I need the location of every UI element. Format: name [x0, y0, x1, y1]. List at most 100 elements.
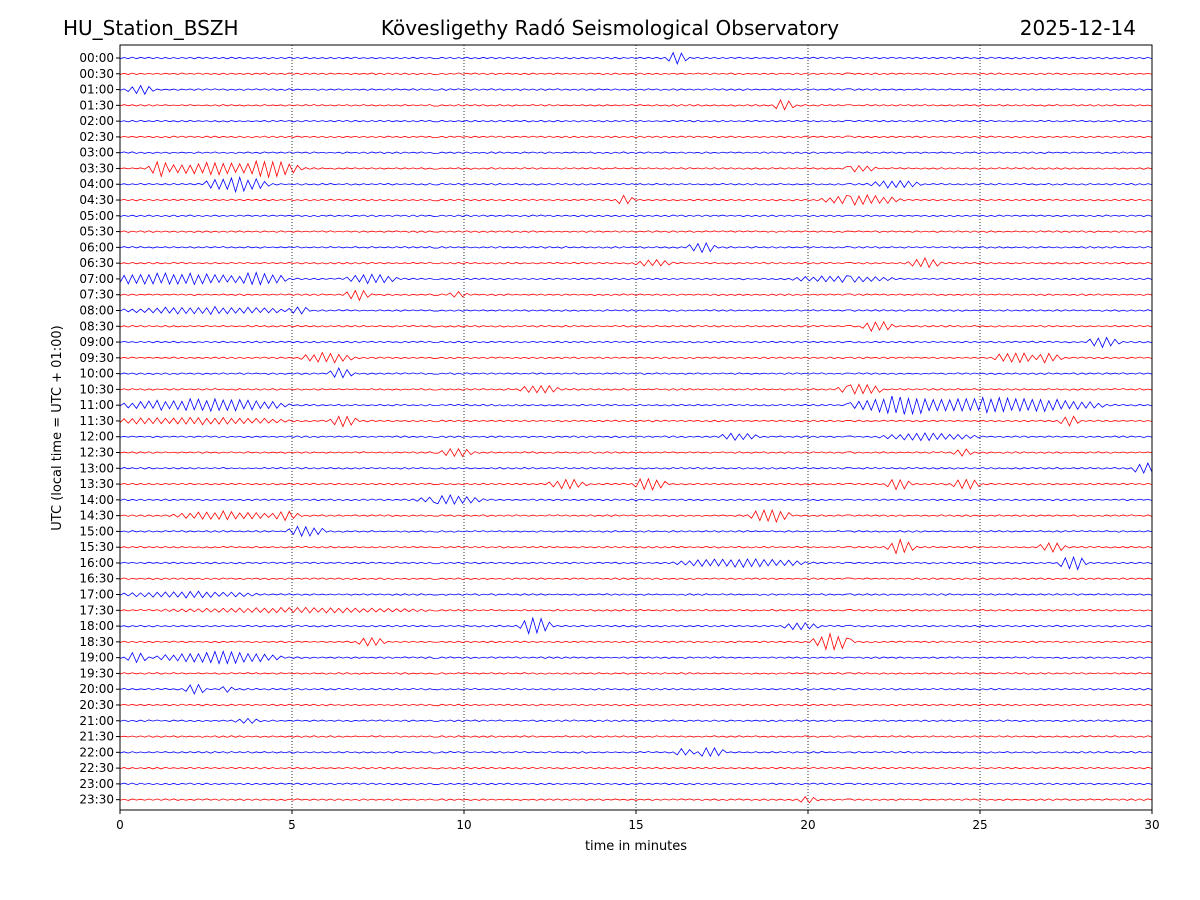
y-tick-label: 05:30	[79, 225, 114, 239]
y-tick-label: 12:00	[79, 430, 114, 444]
y-tick-label: 04:00	[79, 177, 114, 191]
y-tick-label: 07:30	[79, 288, 114, 302]
trace-row-1230	[119, 447, 1153, 458]
trace-row-1130	[119, 415, 1153, 428]
y-tick-label: 22:30	[79, 761, 114, 775]
y-tick-label: 02:00	[79, 114, 114, 128]
trace-row-0700	[119, 271, 1153, 286]
date-label: 2025-12-14	[1020, 16, 1136, 40]
y-tick-label: 12:30	[79, 446, 114, 460]
y-tick-label: 03:00	[79, 146, 114, 160]
trace-row-1030	[119, 383, 1153, 395]
trace-row-2200	[119, 746, 1153, 758]
trace-row-0200	[119, 119, 1153, 123]
seismic-traces	[119, 51, 1153, 804]
x-tick-label: 20	[800, 818, 815, 832]
trace-row-0500	[119, 214, 1153, 218]
x-tick-label: 5	[288, 818, 296, 832]
trace-row-0530	[119, 230, 1153, 233]
trace-row-2330	[119, 795, 1153, 804]
x-tick-label: 10	[456, 818, 471, 832]
trace-row-0400	[119, 175, 1153, 194]
trace-row-0130	[119, 99, 1153, 111]
trace-row-0230	[119, 135, 1153, 139]
y-tick-label: 18:30	[79, 635, 114, 649]
y-tick-label: 08:00	[79, 303, 114, 317]
y-tick-label: 10:00	[79, 367, 114, 381]
y-tick-label: 09:00	[79, 335, 114, 349]
x-tick-label: 15	[628, 818, 643, 832]
trace-row-1700	[119, 590, 1153, 599]
x-axis-label: time in minutes	[585, 839, 687, 854]
y-tick-label: 16:00	[79, 556, 114, 570]
trace-row-1300	[119, 462, 1153, 475]
trace-row-1500	[119, 525, 1153, 538]
trace-row-0900	[119, 336, 1153, 349]
trace-row-1000	[119, 366, 1153, 379]
trace-row-2000	[119, 683, 1153, 695]
y-tick-label: 06:00	[79, 240, 114, 254]
y-tick-label: 15:30	[79, 540, 114, 554]
trace-row-0030	[119, 72, 1153, 76]
trace-row-0930	[119, 351, 1153, 364]
y-axis-label: UTC (local time = UTC + 01:00)	[50, 325, 65, 530]
trace-row-1430	[119, 508, 1153, 524]
y-tick-label: 18:00	[79, 619, 114, 633]
trace-row-1630	[119, 577, 1153, 581]
trace-row-1900	[119, 650, 1153, 665]
trace-row-0800	[119, 305, 1153, 316]
trace-row-2130	[119, 735, 1153, 738]
y-tick-label: 16:30	[79, 572, 114, 586]
y-tick-label: 14:30	[79, 509, 114, 523]
y-tick-label: 13:00	[79, 461, 114, 475]
trace-row-1730	[119, 606, 1153, 614]
y-tick-label: 14:00	[79, 493, 114, 507]
y-tick-label: 19:00	[79, 651, 114, 665]
y-tick-label: 17:00	[79, 588, 114, 602]
x-axis-ticks: 0 5 10 15 20 25 30	[116, 810, 1160, 832]
y-tick-label: 23:00	[79, 777, 114, 791]
trace-row-0300	[119, 151, 1153, 154]
trace-row-1830	[119, 632, 1153, 651]
y-tick-label: 03:30	[79, 161, 114, 175]
x-tick-label: 25	[972, 818, 987, 832]
trace-row-2030	[119, 703, 1153, 707]
y-tick-label: 13:30	[79, 477, 114, 491]
y-tick-label: 17:30	[79, 603, 114, 617]
y-tick-label: 02:30	[79, 130, 114, 144]
y-tick-label: 01:00	[79, 83, 114, 97]
y-tick-label: 22:00	[79, 745, 114, 759]
trace-row-1930	[119, 672, 1153, 675]
y-tick-label: 11:30	[79, 414, 114, 428]
y-tick-label: 01:30	[79, 98, 114, 112]
y-tick-label: 20:00	[79, 682, 114, 696]
trace-row-2300	[119, 782, 1153, 786]
trace-row-0000	[119, 51, 1153, 65]
y-tick-label: 06:30	[79, 256, 114, 270]
y-tick-label: 19:30	[79, 666, 114, 680]
trace-row-0730	[119, 289, 1153, 302]
chart-title: Kövesligethy Radó Seismological Observat…	[381, 16, 839, 40]
trace-row-1400	[119, 494, 1153, 505]
y-tick-label: 23:30	[79, 793, 114, 807]
trace-row-1600	[119, 555, 1153, 571]
station-name: HU_Station_BSZH	[63, 16, 239, 40]
trace-row-0100	[119, 84, 1153, 96]
y-tick-label: 08:30	[79, 319, 114, 333]
y-tick-label: 21:30	[79, 730, 114, 744]
trace-row-0630	[119, 256, 1153, 269]
trace-row-2100	[119, 717, 1153, 724]
y-tick-label: 00:00	[79, 51, 114, 65]
y-tick-label: 09:30	[79, 351, 114, 365]
trace-row-1100	[119, 396, 1153, 416]
trace-row-2230	[119, 766, 1153, 770]
y-tick-label: 21:00	[79, 714, 114, 728]
trace-row-0330	[119, 159, 1153, 179]
y-tick-label: 00:30	[79, 67, 114, 81]
trace-row-0430	[119, 194, 1153, 206]
trace-row-1200	[119, 432, 1153, 442]
trace-row-1800	[119, 616, 1153, 635]
trace-row-1330	[119, 477, 1153, 492]
